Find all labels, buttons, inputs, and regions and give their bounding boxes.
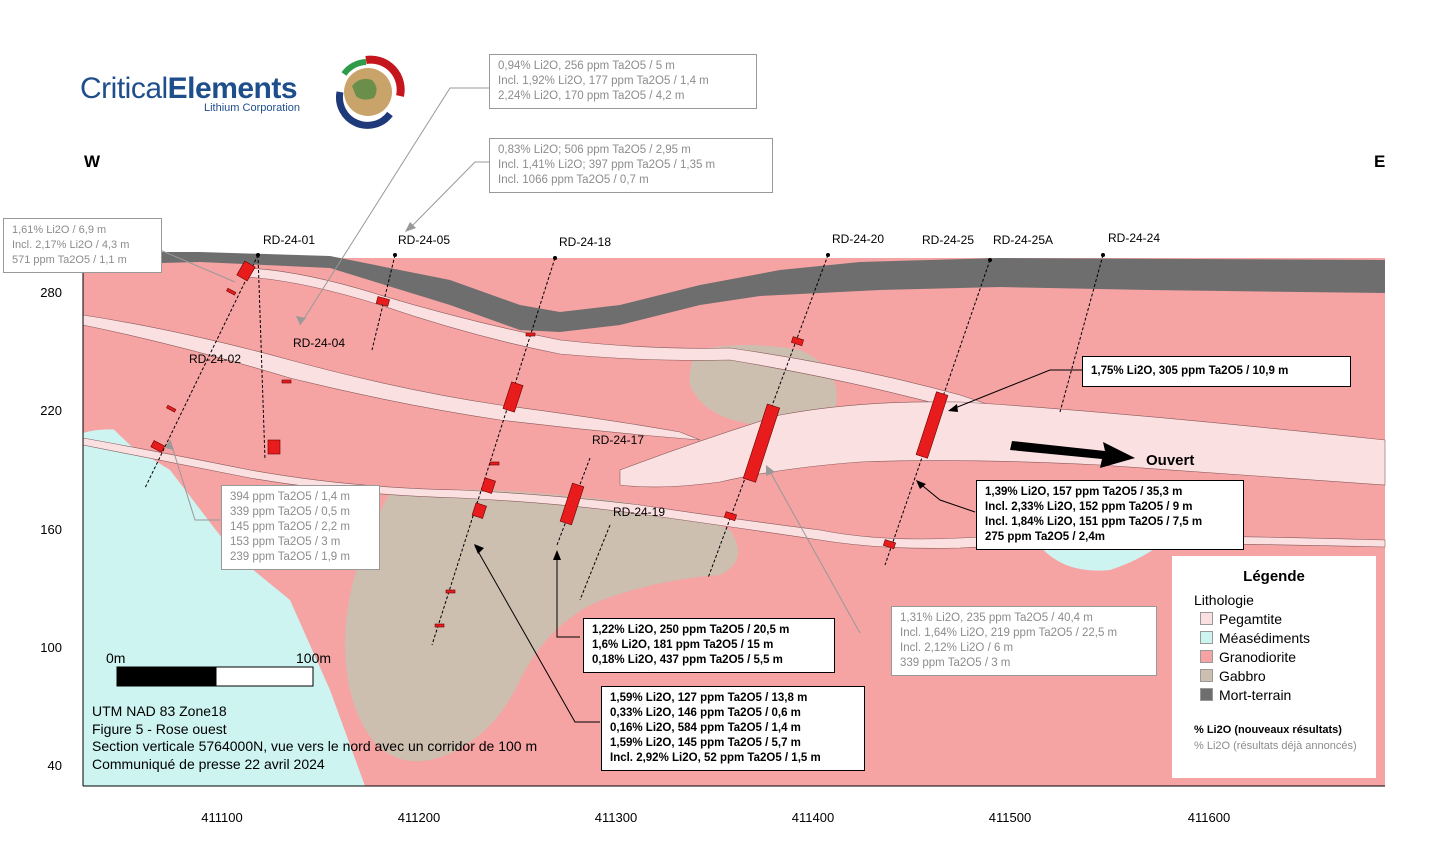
intercept (150, 440, 166, 453)
y-tick: 100 (40, 640, 62, 655)
legend-item: Mort-terrain (1200, 687, 1291, 704)
intercept (434, 623, 445, 628)
drillhole-label: RD-24-24 (1108, 231, 1161, 245)
legend-item: Pegamtite (1200, 611, 1282, 628)
intercept (882, 539, 897, 550)
intercept (525, 332, 536, 337)
intercept (790, 336, 805, 347)
intercept (281, 379, 292, 384)
overburden (83, 252, 1385, 332)
y-tick: 40 (47, 758, 62, 773)
intercept (166, 404, 177, 413)
intercept (445, 589, 456, 594)
callout-new-results: 1,59% Li2O, 127 ppm Ta2O5 / 13,8 m 0,33%… (601, 686, 865, 771)
x-tick: 411200 (397, 810, 441, 825)
drillhole-label: RD-24-19 (613, 505, 666, 519)
callout-new-results: 1,75% Li2O, 305 ppm Ta2O5 / 10,9 m (1082, 356, 1351, 387)
x-tick: 411100 (201, 810, 243, 825)
west-label: W (84, 152, 101, 171)
metasediments-left (83, 400, 365, 786)
drillhole-label: RD-24-05 (398, 233, 451, 247)
intercept (471, 502, 487, 519)
y-tick: 220 (40, 403, 62, 418)
trace-rd2401 (144, 254, 259, 489)
x-tick: 411500 (988, 810, 1032, 825)
legend-note-new: % Li2O (nouveaux résultats) (1194, 724, 1342, 736)
intercept (723, 511, 738, 522)
legend-item: Méasédiments (1200, 630, 1310, 647)
globe-icon (336, 55, 405, 129)
intercept (267, 439, 281, 455)
legend-subtitle: Lithologie (1194, 592, 1254, 608)
scale-end: 100m (296, 650, 332, 666)
intercept (489, 461, 500, 466)
company-logo: CriticalElements Lithium Corporation (80, 52, 410, 132)
intercept (742, 403, 781, 483)
drillhole-label: RD-24-20 (832, 232, 885, 246)
east-label: E (1374, 152, 1386, 171)
pegmatite-east (619, 401, 1386, 488)
x-tick: 411300 (594, 810, 638, 825)
callout-previous-results: 0,94% Li2O, 256 ppm Ta2O5 / 5 m Incl. 1,… (489, 54, 757, 109)
intercept (480, 477, 496, 494)
intercept (226, 287, 237, 296)
drillhole-label: RD-24-18 (559, 235, 612, 249)
drillhole-label: RD-24-04 (293, 336, 346, 350)
callout-new-results: 1,39% Li2O, 157 ppm Ta2O5 / 35,3 m Incl.… (976, 480, 1244, 550)
pegmatite-dike (82, 314, 701, 441)
y-tick: 160 (40, 522, 62, 537)
logo-tagline: Lithium Corporation (204, 102, 300, 114)
gabbro-lower (345, 489, 738, 762)
scale-start: 0m (106, 650, 126, 666)
y-tick: 280 (40, 285, 62, 300)
open-label: Ouvert (1146, 452, 1195, 469)
intercept (375, 296, 390, 307)
x-tick: 411400 (791, 810, 835, 825)
intercept (236, 260, 256, 282)
trace-rd2419 (579, 524, 611, 601)
x-tick: 411600 (1187, 810, 1231, 825)
legend-item: Granodiorite (1200, 649, 1296, 666)
drillhole-label: RD-24-17 (592, 433, 645, 447)
drillhole-label: RD-24-01 (263, 233, 316, 247)
callout-previous-results: 1,61% Li2O / 6,9 m Incl. 2,17% Li2O / 4,… (3, 218, 162, 273)
intercept (502, 381, 524, 413)
legend-note-old: % Li2O (résultats déjà annoncés) (1194, 740, 1357, 752)
trace-rd2404 (371, 254, 396, 351)
legend: Légende Lithologie Pegamtite Méasédiment… (1172, 556, 1376, 778)
legend-title: Légende (1243, 568, 1305, 585)
callout-previous-results: 1,31% Li2O, 235 ppm Ta2O5 / 40,4 m Incl.… (891, 606, 1157, 676)
trace-rd2402 (257, 254, 266, 461)
intercept (915, 391, 949, 459)
logo-wordmark: CriticalElements (80, 72, 298, 105)
legend-item: Gabbro (1200, 668, 1266, 685)
figure-caption: UTM NAD 83 Zone18 Figure 5 - Rose ouest … (92, 703, 538, 772)
drillhole-label: RD-24-25 (922, 233, 975, 247)
trace-rd2424 (1059, 254, 1104, 413)
open-arrow (1010, 441, 1135, 468)
callout-new-results: 1,22% Li2O, 250 ppm Ta2O5 / 20,5 m 1,6% … (583, 618, 835, 673)
drillhole-label: RD-24-02 (189, 352, 242, 366)
callout-previous-results: 394 ppm Ta2O5 / 1,4 m 339 ppm Ta2O5 / 0,… (221, 485, 380, 570)
intercept (559, 482, 585, 526)
drillhole-label: RD-24-25A (993, 233, 1054, 247)
pegmatite-lower (82, 437, 1386, 549)
callout-previous-results: 0,83% Li2O; 506 ppm Ta2O5 / 2,95 m Incl.… (489, 138, 773, 193)
trace-rd2418 (431, 257, 556, 646)
